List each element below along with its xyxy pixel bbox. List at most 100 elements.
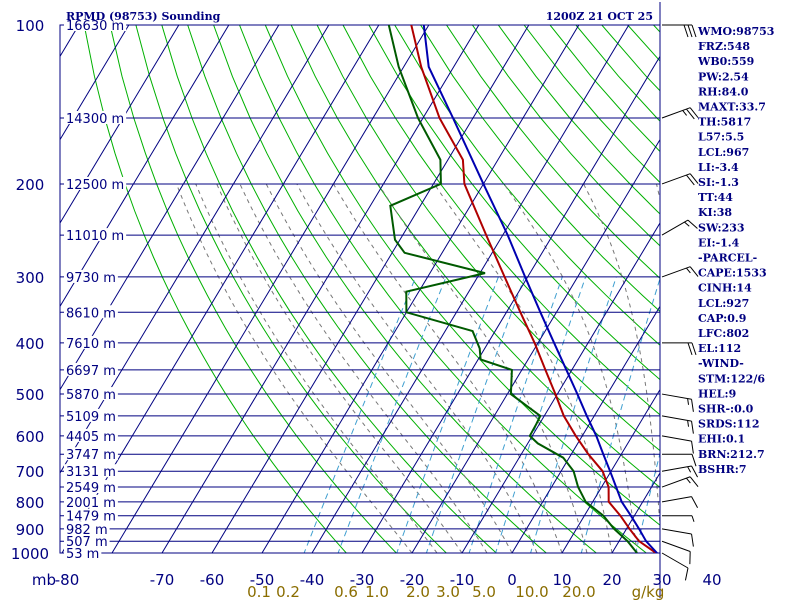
- wind-barb-half-flag: [686, 267, 691, 274]
- dry-adiabat-line: [264, 25, 660, 526]
- wind-barb: [661, 540, 691, 565]
- height-label-bg: [64, 508, 118, 522]
- height-label-bg: [64, 521, 110, 535]
- mixing-ratio-line: [635, 451, 660, 553]
- wind-barb-flag: [684, 567, 689, 581]
- height-label: 4405 m: [66, 430, 116, 445]
- wind-barb: [661, 435, 694, 454]
- index-value: SI:-1.3: [698, 176, 739, 189]
- pressure-tick-label: 400: [16, 335, 45, 353]
- mixing-ratio-line: [468, 276, 563, 553]
- dry-adiabat-line: [239, 25, 648, 553]
- height-label: 9730 m: [66, 271, 116, 286]
- pressure-unit-label: mb: [32, 571, 56, 589]
- wind-barb-flag: [691, 496, 699, 508]
- dry-adiabat-line: [342, 25, 660, 416]
- wind-barb-half-flag: [686, 477, 691, 484]
- height-label: 12500 m: [66, 178, 124, 193]
- pressure-tick-label: 900: [16, 521, 45, 539]
- height-label: 7610 m: [66, 337, 116, 352]
- wind-barb-half-flag: [687, 466, 692, 473]
- pressure-tick-label: 1000: [11, 545, 49, 563]
- index-value: HEL:9: [698, 387, 736, 400]
- wind-barb-staff: [661, 528, 692, 535]
- temperature-tick-label: 40: [702, 571, 721, 589]
- wind-barb-staff: [661, 476, 691, 488]
- height-label-bg: [64, 335, 118, 349]
- height-label: 8610 m: [66, 306, 116, 321]
- pressure-tick-label: 700: [16, 463, 45, 481]
- index-value: TT:44: [698, 191, 733, 204]
- moist-adiabat-line: [656, 183, 660, 202]
- wind-barb-flag: [687, 24, 693, 38]
- temperature-tick-label: -70: [150, 571, 175, 589]
- moist-adiabats: [175, 183, 660, 553]
- height-label: 11010 m: [66, 229, 124, 244]
- wind-barb-staff: [661, 393, 692, 400]
- wind-barb-flag: [689, 173, 699, 184]
- isotherm-line: [361, 56, 661, 554]
- index-value: FRZ:548: [698, 40, 750, 53]
- height-label: 3131 m: [66, 465, 116, 480]
- wind-barb-half-flag: [687, 398, 690, 405]
- index-value: CAP:0.9: [698, 312, 746, 325]
- wind-barb-half-flag: [684, 221, 690, 227]
- wind-barb-staff: [661, 496, 692, 503]
- wind-barb-flag: [683, 24, 689, 38]
- height-label: 982 m: [66, 523, 108, 538]
- moist-adiabat-line: [377, 183, 588, 553]
- wind-barb-half-flag: [687, 420, 690, 427]
- index-value: RH:84.0: [698, 85, 749, 98]
- isotherm-line: [59, 24, 230, 307]
- wind-barb: [661, 476, 699, 488]
- wind-barb-staff: [661, 219, 689, 236]
- mixing-ratio-tick-label: 10.0: [515, 583, 548, 600]
- index-value: LCL:927: [698, 297, 749, 310]
- height-label: 16630 m: [66, 19, 124, 34]
- wind-barb: [661, 465, 699, 478]
- height-label-bg: [64, 546, 102, 559]
- index-value: STM:122/6: [698, 372, 765, 385]
- dry-adiabat-line: [187, 25, 548, 553]
- wind-barb-staff: [661, 107, 691, 119]
- isotherm-line: [59, 24, 330, 474]
- wind-barb: [661, 219, 698, 236]
- sounding-traces: [387, 25, 658, 553]
- height-label-bg: [64, 408, 118, 422]
- dry-adiabat-line: [135, 25, 448, 553]
- isotherm-line: [59, 24, 280, 390]
- index-value: SHR-:0.0: [698, 403, 754, 416]
- dry-adiabat-line: [783, 25, 800, 564]
- isotherm-line: [161, 24, 480, 554]
- index-value: -PARCEL-: [698, 252, 757, 265]
- wind-barb: [661, 528, 694, 547]
- mixing-ratio-line: [425, 276, 526, 553]
- height-label-bg: [64, 269, 118, 283]
- pressure-tick-label: 800: [16, 494, 45, 512]
- wind-barb-flag: [691, 533, 694, 547]
- dewpoint-trace: [387, 25, 638, 553]
- temperature-trace: [410, 25, 657, 553]
- index-value: BRN:212.7: [698, 448, 765, 461]
- moist-adiabat-line: [216, 183, 463, 553]
- wind-barb-flag: [691, 440, 694, 454]
- wind-barb: [662, 515, 695, 522]
- mixing-ratio-line: [530, 276, 617, 553]
- wind-barb-flag: [689, 476, 699, 487]
- mixing-ratio-tick-label: 0.1: [247, 583, 271, 600]
- height-label-bg: [64, 305, 118, 319]
- wind-barb: [661, 415, 694, 434]
- dry-adiabat-line: [213, 25, 598, 553]
- index-value: SW:233: [698, 221, 745, 234]
- height-label-bg: [64, 464, 118, 478]
- wind-barb-flag: [691, 342, 697, 356]
- wind-barb: [661, 173, 699, 186]
- chart-title: RPMD (98753) Sounding: [66, 10, 221, 23]
- mixing-ratio-line: [495, 276, 587, 553]
- height-label-bg: [64, 362, 118, 376]
- index-value: SRDS:112: [698, 418, 760, 431]
- grid: [59, 2, 661, 598]
- wind-barbs: [661, 24, 699, 581]
